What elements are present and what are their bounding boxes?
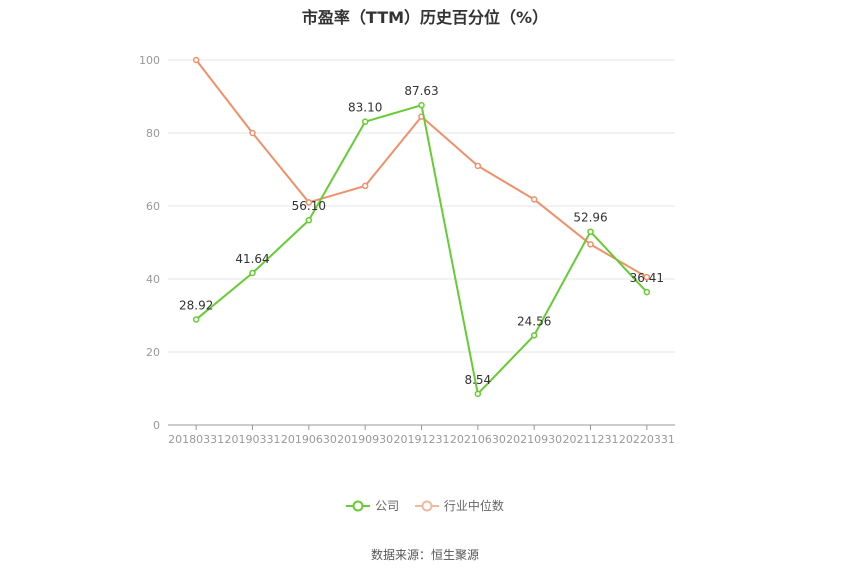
data-source: 数据来源：恒生聚源: [370, 548, 479, 562]
y-tick-label: 80: [146, 127, 160, 140]
data-label-company: 28.92: [179, 298, 213, 312]
data-point-company: [361, 118, 369, 125]
data-point-industry: [192, 56, 200, 64]
data-label-company: 41.64: [235, 252, 269, 266]
legend-industry-label: 行业中位数: [443, 499, 504, 513]
series-lines: [192, 56, 651, 398]
grid-lines: [168, 59, 675, 353]
x-tick-label: 20210630: [450, 433, 506, 446]
data-point-company: [249, 269, 256, 277]
data-label-company: 83.10: [348, 101, 382, 115]
x-tick-label: 20190331: [225, 433, 281, 446]
y-tick-label: 0: [153, 419, 160, 432]
data-point-industry: [587, 241, 594, 248]
data-label-company: 56.10: [292, 199, 326, 213]
data-point-company: [418, 101, 425, 109]
chart-title: 市盈率（TTM）历史百分位（%）: [301, 8, 549, 27]
data-label-company: 8.54: [464, 373, 491, 387]
legend-industry-icon: [414, 500, 439, 511]
data-point-company: [474, 390, 482, 398]
x-tick-label: 20190630: [281, 433, 337, 446]
x-tick-label: 20220331: [619, 433, 675, 446]
data-point-industry: [643, 273, 651, 281]
data-label-company: 52.96: [573, 211, 607, 225]
data-point-company: [643, 288, 651, 296]
data-point-company: [305, 216, 313, 224]
data-point-company: [530, 332, 538, 339]
x-tick-label: 20210930: [506, 433, 562, 446]
data-point-industry: [361, 182, 369, 190]
x-tick-label: 20191231: [394, 433, 450, 446]
data-point-industry: [305, 199, 313, 206]
data-label-company: 24.56: [517, 314, 551, 328]
data-labels: 28.92 41.64 56.10 83.10 87.63 8.54 24.56 52.96 3…: [179, 84, 664, 387]
legend: 公司 行业中位数: [0, 497, 850, 516]
data-point-company: [192, 316, 200, 323]
data-label-company: 87.63: [404, 84, 438, 98]
x-tick-label: 20180331: [168, 433, 224, 446]
data-point-company: [587, 228, 594, 235]
y-tick-label: 20: [146, 346, 160, 359]
legend-company-icon: [346, 500, 371, 511]
x-tick-label: 20190930: [337, 433, 393, 446]
data-label-company: 36.41: [630, 271, 664, 285]
y-tick-label: 40: [146, 273, 160, 286]
data-point-industry: [530, 196, 538, 203]
data-point-industry: [249, 129, 256, 137]
x-tick-label: 20211231: [563, 433, 619, 446]
data-point-industry: [474, 162, 482, 170]
legend-company-label: 公司: [375, 499, 400, 513]
y-tick-label: 100: [139, 54, 160, 67]
legend-item-company[interactable]: 公司: [346, 497, 399, 514]
legend-item-industry[interactable]: 行业中位数: [414, 497, 504, 514]
y-tick-label: 60: [146, 200, 160, 213]
